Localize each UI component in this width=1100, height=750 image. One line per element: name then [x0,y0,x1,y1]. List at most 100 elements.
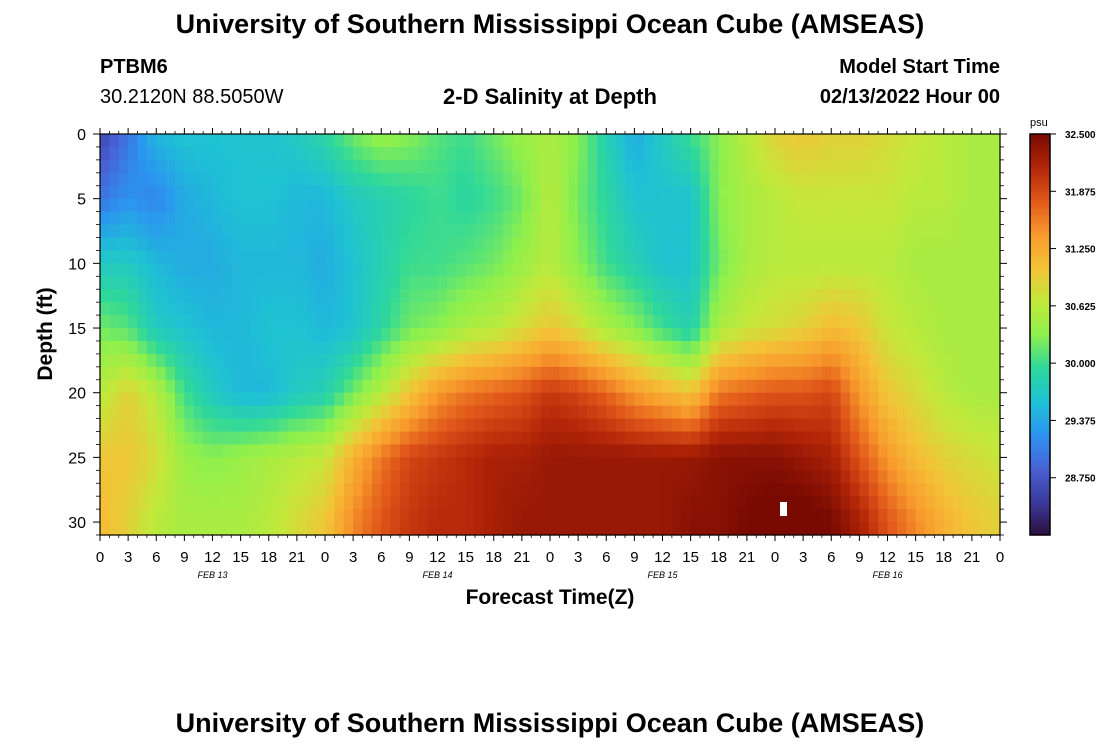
heatmap-cell [859,237,870,252]
heatmap-cell [531,302,542,316]
heatmap-cell [615,146,626,161]
heatmap-cell [446,315,457,329]
heatmap-cell [390,444,401,458]
heatmap-cell [540,483,551,497]
heatmap-cell [821,250,832,264]
heatmap-cell [175,302,185,316]
heatmap-cell [203,263,214,277]
heatmap-cell [559,418,570,433]
heatmap-cell [118,418,129,433]
heatmap-cell [690,146,701,161]
heatmap-cell [840,224,851,239]
heatmap-cell [868,315,879,329]
heatmap-cell [456,457,467,471]
heatmap-cell [971,522,982,536]
heatmap-cell [343,496,354,510]
heatmap-cell [878,405,889,420]
heatmap-cell [381,328,392,342]
heatmap-cell [587,289,598,303]
heatmap-cell [531,509,542,523]
heatmap-cell [981,237,992,252]
heatmap-cell [887,444,898,458]
heatmap-cell [278,211,289,226]
heatmap-cell [465,470,476,484]
heatmap-cell [240,483,251,497]
heatmap-cell [578,418,589,433]
heatmap-cell [334,185,345,200]
heatmap-cell [784,134,795,148]
heatmap-cell [381,237,392,252]
colorbar-tick-label: 31.875 [1065,187,1096,198]
heatmap-cell [793,172,804,187]
heatmap-cell [793,496,804,510]
heatmap-cell [896,211,907,226]
heatmap-cell [165,250,176,264]
date-label: FEB 14 [422,570,452,580]
heatmap-cell [859,315,870,329]
heatmap-cell [512,211,523,226]
heatmap-cell [203,431,214,446]
heatmap-cell [212,276,223,290]
heatmap-cell [231,185,242,200]
heatmap-cell [756,509,767,523]
heatmap-cell [381,146,392,161]
heatmap-cell [578,289,589,303]
heatmap-cell [250,276,260,290]
heatmap-cell [278,263,289,277]
heatmap-cell [925,134,935,148]
heatmap-cell [737,509,748,523]
heatmap-cell [690,315,701,329]
heatmap-cell [962,496,973,510]
heatmap-cell [821,405,832,420]
heatmap-cell [578,237,589,252]
heatmap-cell [653,418,664,433]
heatmap-cell [409,302,420,316]
heatmap-cell [850,159,860,174]
heatmap-cell [325,289,335,303]
heatmap-cell [184,315,195,329]
heatmap-cell [418,366,429,381]
heatmap-cell [831,444,842,458]
heatmap-cell [728,250,739,264]
heatmap-cell [165,198,176,213]
heatmap-cell [409,185,420,200]
heatmap-cell [568,379,579,394]
heatmap-cell [212,340,223,355]
heatmap-cell [812,470,823,484]
heatmap-cell [278,328,289,342]
heatmap-cell [325,146,335,161]
heatmap-cell [512,172,523,187]
heatmap-cell [175,392,185,407]
heatmap-cell [371,522,382,536]
heatmap-cell [353,328,364,342]
heatmap-cell [240,340,251,355]
heatmap-cell [531,185,542,200]
heatmap-cell [446,405,457,420]
heatmap-cell [493,444,504,458]
heatmap-cell [381,185,392,200]
heatmap-cell [653,237,664,252]
heatmap-cell [681,263,692,277]
heatmap-cell [343,353,354,368]
date-label: FEB 16 [872,570,902,580]
heatmap-cell [606,172,617,187]
heatmap-cell [775,198,785,213]
heatmap-cell [100,146,110,161]
heatmap-cell [231,159,242,174]
white-marker [780,502,787,516]
heatmap-cell [278,353,289,368]
heatmap-cell [287,328,298,342]
heatmap-cell [315,315,326,329]
heatmap-cell [146,457,157,471]
heatmap-cell [531,276,542,290]
heatmap-cell [756,405,767,420]
heatmap-cell [315,289,326,303]
heatmap-cell [193,146,204,161]
heatmap-cell [643,172,654,187]
heatmap-cell [962,522,973,536]
heatmap-cell [381,366,392,381]
x-tick-label: 0 [546,549,554,566]
heatmap-cell [362,211,373,226]
heatmap-cell [625,302,635,316]
